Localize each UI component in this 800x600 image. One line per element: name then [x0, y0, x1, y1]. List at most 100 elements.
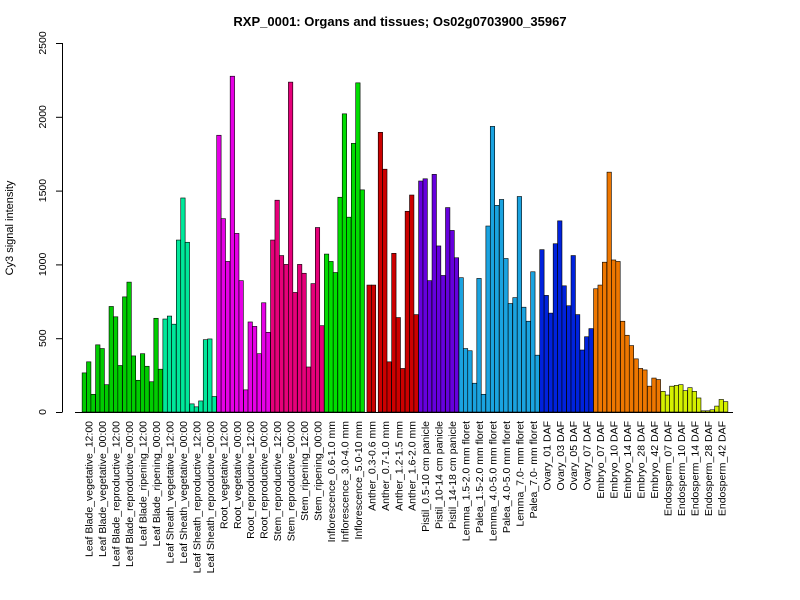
x-tick-label: Stem_ripening_12:00: [299, 421, 311, 521]
y-axis-label: Cy3 signal intensity: [4, 180, 16, 275]
x-tick-label: Root_vegetative_00:00: [232, 421, 244, 529]
x-tick-label: Inflorescence_3.0-4.0 mm: [339, 421, 351, 543]
bar: [418, 180, 424, 413]
bar: [647, 385, 653, 413]
bar: [189, 403, 195, 413]
bar: [463, 348, 469, 413]
bar: [400, 368, 406, 413]
bar: [301, 272, 307, 413]
bar: [615, 261, 621, 413]
bar: [371, 284, 377, 413]
x-tick-label: Embryo_10 DAF: [609, 421, 621, 499]
bar: [149, 381, 155, 413]
bar: [108, 306, 114, 413]
x-tick-label: Leaf Sheath_vegetative_12:00: [164, 421, 176, 564]
bar: [673, 385, 679, 413]
bar: [207, 338, 213, 413]
bar: [467, 350, 473, 413]
bar: [445, 207, 451, 413]
bar: [99, 348, 105, 413]
bar: [202, 339, 208, 413]
y-tick-label: 0: [37, 409, 49, 415]
bar: [153, 317, 159, 413]
bar: [270, 239, 276, 413]
bar: [651, 377, 657, 413]
bar: [678, 384, 684, 413]
bar: [638, 368, 644, 413]
bar: [193, 406, 199, 413]
bar: [530, 271, 536, 413]
bar: [86, 361, 92, 413]
bar: [382, 168, 388, 413]
bar: [386, 361, 392, 413]
y-tick-label: 500: [37, 329, 49, 347]
bar: [516, 196, 522, 413]
bar: [117, 365, 123, 413]
bar: [131, 355, 137, 413]
bar: [525, 320, 531, 413]
bar: [324, 253, 330, 413]
x-tick-label: Endosperm_42 DAF: [716, 421, 728, 516]
x-tick-label: Inflorescence_5.0-10 mm: [353, 421, 365, 540]
bar: [90, 393, 96, 413]
chart-title: RXP_0001: Organs and tissues; Os02g07039…: [233, 14, 566, 29]
bar: [539, 249, 545, 413]
bar: [305, 366, 311, 413]
bar: [566, 305, 572, 413]
x-tick-label: Leaf Sheath_reproductive_00:00: [205, 421, 217, 574]
bar: [682, 390, 688, 413]
bar: [642, 369, 648, 413]
bar: [81, 372, 87, 413]
x-tick-label: Ovary_03 DAF: [555, 421, 567, 490]
x-tick-label: Stem_ripening_00:00: [313, 421, 325, 521]
x-tick-label: Leaf Blade_vegetative_12:00: [84, 421, 96, 557]
bar: [489, 126, 495, 413]
bar: [552, 243, 558, 413]
x-tick-label: Embryo_28 DAF: [636, 421, 648, 499]
bar: [472, 382, 478, 413]
bars-group: [75, 75, 733, 413]
x-tick-label: Leaf Sheath_vegetative_00:00: [178, 421, 190, 564]
bar: [611, 259, 617, 413]
x-tick-label: Embryo_14 DAF: [622, 421, 634, 499]
bar: [718, 399, 724, 413]
x-tick-label: Ovary_01 DAF: [541, 421, 553, 490]
bar: [261, 302, 267, 413]
x-tick-label: Lemma_4.0-5.0 mm floret: [487, 421, 499, 541]
x-tick-label: Leaf Blade_reproductive_12:00: [111, 421, 123, 567]
y-tick-label: 1000: [37, 253, 49, 277]
x-tick-label: Stem_reproductive_12:00: [272, 421, 284, 541]
bar: [620, 320, 626, 413]
bar: [485, 225, 491, 413]
x-tick-label: Ovary_05 DAF: [568, 421, 580, 490]
bar: [521, 306, 527, 413]
bar: [633, 358, 639, 413]
x-tick-label: Leaf Blade_ripening_00:00: [151, 421, 163, 547]
bar: [341, 113, 347, 413]
bar: [454, 257, 460, 413]
bar: [597, 284, 603, 413]
bar: [162, 318, 168, 413]
bar: [427, 280, 433, 413]
bar: [593, 288, 599, 413]
bar: [243, 389, 249, 413]
x-tick-label: Palea_1.5-2.0 mm floret: [474, 421, 486, 533]
x-tick-label: Stem_reproductive_00:00: [286, 421, 298, 541]
x-tick-label: Endosperm_14 DAF: [689, 421, 701, 516]
bar: [113, 316, 119, 413]
x-tick-label: Root_reproductive_12:00: [245, 421, 257, 539]
x-tick-label: Palea_4.0-5.0 mm floret: [501, 421, 513, 533]
x-tick-label: Root_reproductive_00:00: [259, 421, 271, 539]
bar: [575, 314, 581, 413]
bar: [409, 194, 415, 413]
bar: [229, 75, 235, 413]
bar: [288, 81, 294, 413]
bar: [588, 328, 594, 413]
bar: [355, 82, 361, 413]
x-tick-label: Pistil_14-18 cm panicle: [447, 421, 459, 529]
bar: [171, 323, 177, 413]
bar: [480, 393, 486, 413]
bar: [579, 349, 585, 413]
x-tick-label: Endosperm_28 DAF: [703, 421, 715, 516]
bar: [512, 297, 518, 413]
